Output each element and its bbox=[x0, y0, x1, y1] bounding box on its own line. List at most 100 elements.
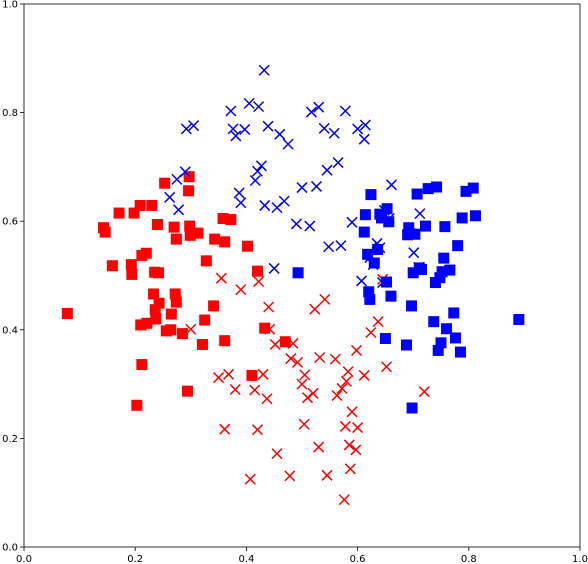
data-point-square bbox=[385, 290, 397, 302]
data-point-square bbox=[452, 240, 464, 252]
data-point-x bbox=[229, 383, 241, 396]
data-point-x bbox=[274, 128, 286, 140]
data-point-x bbox=[328, 127, 340, 139]
data-point-x bbox=[259, 199, 271, 211]
data-point-x bbox=[350, 344, 363, 356]
data-point-x bbox=[257, 368, 269, 380]
data-point-x bbox=[340, 375, 353, 387]
data-point-x bbox=[305, 106, 317, 118]
data-point-x bbox=[339, 420, 351, 432]
data-point-x bbox=[355, 275, 368, 287]
data-point-x bbox=[249, 174, 261, 187]
y-tick-label: 1.0 bbox=[2, 0, 18, 11]
data-point-square bbox=[128, 207, 140, 219]
data-point-x bbox=[179, 166, 191, 178]
data-point-x bbox=[304, 220, 316, 232]
data-point-square bbox=[402, 229, 414, 241]
data-point-square bbox=[432, 344, 444, 356]
data-point-square bbox=[406, 300, 418, 312]
data-point-square bbox=[364, 293, 376, 305]
data-point-square bbox=[431, 181, 443, 193]
data-point-x bbox=[269, 338, 281, 350]
data-point-square bbox=[219, 335, 231, 347]
data-point-x bbox=[339, 105, 351, 117]
data-point-square bbox=[192, 227, 204, 239]
y-tick-label: 0.6 bbox=[2, 217, 18, 228]
data-point-x bbox=[296, 182, 308, 194]
data-point-square bbox=[467, 182, 479, 194]
data-point-square bbox=[279, 336, 291, 348]
data-point-x bbox=[358, 369, 370, 381]
data-point-square bbox=[225, 214, 237, 226]
data-point-x bbox=[307, 387, 319, 399]
data-point-square bbox=[411, 188, 423, 200]
data-point-x bbox=[285, 353, 297, 365]
data-point-x bbox=[346, 406, 358, 418]
data-point-x bbox=[271, 448, 283, 460]
data-point-square bbox=[460, 185, 472, 197]
data-point-x bbox=[408, 247, 420, 259]
data-point-square bbox=[149, 304, 161, 316]
data-point-x bbox=[255, 160, 267, 172]
data-point-square bbox=[436, 266, 448, 278]
data-point-x bbox=[298, 418, 310, 430]
data-point-square bbox=[209, 233, 221, 245]
data-point-square bbox=[441, 323, 453, 335]
data-point-square bbox=[150, 313, 162, 325]
data-point-x bbox=[310, 180, 322, 192]
data-point-x bbox=[331, 389, 343, 402]
data-point-x bbox=[314, 351, 326, 364]
data-point-x bbox=[268, 262, 280, 274]
data-point-square bbox=[435, 337, 447, 349]
data-point-square bbox=[383, 216, 395, 228]
data-point-x bbox=[359, 119, 371, 131]
data-point-x bbox=[230, 130, 242, 142]
data-point-square bbox=[444, 264, 456, 276]
data-point-square bbox=[134, 199, 146, 211]
data-point-x bbox=[188, 120, 200, 132]
data-point-x bbox=[313, 101, 325, 113]
data-point-square bbox=[199, 314, 211, 326]
data-point-square bbox=[246, 369, 258, 381]
data-point-square bbox=[146, 199, 158, 211]
data-point-square bbox=[381, 276, 393, 288]
data-point-x bbox=[180, 123, 192, 135]
data-point-x bbox=[372, 316, 384, 328]
data-point-square bbox=[439, 221, 451, 233]
data-point-square bbox=[168, 221, 180, 233]
data-point-x bbox=[418, 386, 430, 398]
data-point-square bbox=[406, 402, 418, 414]
data-point-x bbox=[358, 133, 370, 145]
data-point-x bbox=[225, 105, 237, 117]
data-point-x bbox=[264, 323, 276, 335]
data-point-x bbox=[244, 473, 256, 485]
data-point-square bbox=[99, 226, 111, 238]
data-point-square bbox=[259, 322, 271, 334]
y-tick-label: 0.4 bbox=[2, 325, 18, 336]
data-point-x bbox=[251, 165, 264, 177]
data-point-square bbox=[176, 328, 188, 340]
data-point-square bbox=[456, 212, 468, 224]
data-point-square bbox=[422, 183, 434, 195]
data-point-x bbox=[233, 187, 245, 199]
data-point-x bbox=[365, 326, 377, 339]
data-point-square bbox=[407, 267, 419, 279]
data-point-x bbox=[296, 378, 308, 390]
data-point-square bbox=[135, 319, 147, 331]
data-point-square bbox=[208, 300, 220, 312]
data-point-square bbox=[153, 297, 165, 309]
y-tick-label: 0.8 bbox=[2, 108, 18, 119]
data-point-x bbox=[302, 392, 314, 404]
x-tick-label: 0.8 bbox=[461, 554, 477, 564]
data-point-square bbox=[183, 185, 195, 197]
data-point-x bbox=[342, 366, 354, 378]
data-point-square bbox=[165, 308, 177, 320]
data-point-x bbox=[243, 97, 255, 109]
data-point-x bbox=[385, 179, 398, 191]
data-point-x bbox=[346, 216, 358, 228]
data-point-x bbox=[380, 361, 393, 373]
data-point-x bbox=[321, 469, 333, 481]
data-point-square bbox=[126, 268, 138, 280]
data-point-x bbox=[215, 272, 227, 284]
